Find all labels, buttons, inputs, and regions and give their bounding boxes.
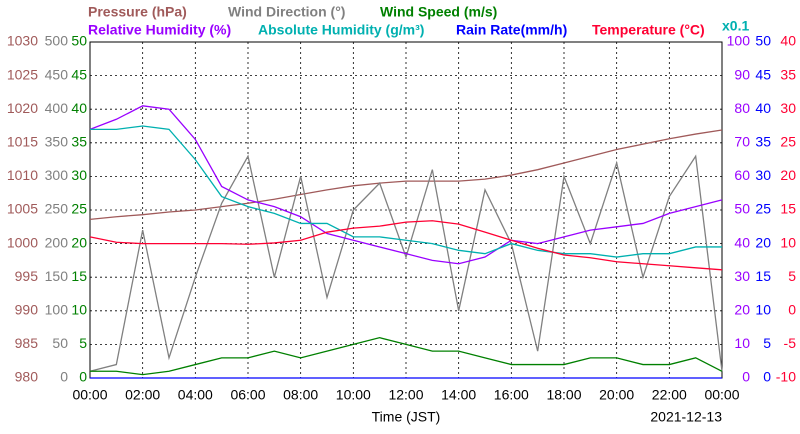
legend-entry: Rain Rate(mm/h) [456,22,567,38]
legend-entry: Temperature (°C) [592,22,705,38]
y-tick-label: 990 [15,302,39,318]
y-tick-label: 500 [45,33,69,49]
y-tick-label: -5 [784,335,797,351]
x-tick-label: 08:00 [283,387,318,403]
y-tick-label: 200 [45,234,69,250]
y-tick-label: 40 [780,33,796,49]
x-tick-label: 16:00 [494,387,529,403]
y-tick-label: 50 [71,33,87,49]
y-tick-label: 40 [755,100,771,116]
x-tick-label: 14:00 [441,387,476,403]
series-line [90,125,722,258]
y-tick-label: 50 [755,33,771,49]
y-tick-label: 50 [52,335,68,351]
legend-entry: Pressure (hPa) [88,4,187,20]
y-tick-label: 0 [60,369,68,385]
y-tick-label: 25 [780,134,796,150]
y-tick-label: 70 [734,134,750,150]
y-tick-label: 20 [755,234,771,250]
y-tick-label: 10 [780,234,796,250]
y-tick-label: 90 [734,66,750,82]
y-tick-label: 80 [734,100,750,116]
y-tick-label: 10 [755,302,771,318]
y-tick-label: 450 [45,66,69,82]
y-tick-label: 350 [45,134,69,150]
y-tick-label: 0 [79,369,87,385]
y-tick-label: 980 [15,369,39,385]
legend-entry: Absolute Humidity (g/m³) [258,22,424,38]
y-tick-label: 995 [15,268,39,284]
x-tick-label: 20:00 [599,387,634,403]
y-tick-label: 10 [71,302,87,318]
y-tick-label: 1015 [7,134,38,150]
y-tick-label: 300 [45,167,69,183]
y-tick-label: 20 [780,167,796,183]
y-tick-label: 35 [71,134,87,150]
y-tick-label: 30 [71,167,87,183]
x-tick-label: 22:00 [652,387,687,403]
y-tick-label: 15 [780,201,796,217]
x-tick-label: 00:00 [72,387,107,403]
legend-entry: Wind Speed (m/s) [380,4,497,20]
series-line [89,129,723,221]
y-tick-label: 50 [734,201,750,217]
y-tick-label: 0 [763,369,771,385]
series-line [89,220,723,271]
y-tick-label: 1030 [7,33,38,49]
y-tick-label: 25 [755,201,771,217]
y-tick-label: 985 [15,335,39,351]
y-tick-label: 20 [71,234,87,250]
series-line [90,337,723,376]
y-tick-label: 40 [734,234,750,250]
x-tick-label: 06:00 [230,387,265,403]
date-label: 2021-12-13 [650,409,722,425]
y-tick-label: 1000 [7,234,38,250]
y-tick-label: 5 [788,268,796,284]
x-tick-label: 00:00 [704,387,739,403]
y-tick-label: 1020 [7,100,38,116]
y-tick-label: 45 [71,66,87,82]
y-tick-label: 1025 [7,66,38,82]
y-tick-label: 5 [763,335,771,351]
x-tick-label: 04:00 [178,387,213,403]
y-tick-label: 30 [780,100,796,116]
y-tick-label: 1005 [7,201,38,217]
y-tick-label: 1010 [7,167,38,183]
legend-entry: Wind Direction (°) [228,4,345,20]
x-tick-label: 02:00 [125,387,160,403]
y-tick-label: 60 [734,167,750,183]
y-tick-label: 0 [788,302,796,318]
y-tick-label: 250 [45,201,69,217]
y-tick-label: 40 [71,100,87,116]
y-tick-label: 15 [755,268,771,284]
y-tick-label: 30 [755,167,771,183]
y-tick-label: 100 [45,302,69,318]
y-tick-label: 35 [780,66,796,82]
y-tick-label: 100 [727,33,751,49]
series-line [89,154,723,372]
y-tick-label: 20 [734,302,750,318]
y-tick-label: 400 [45,100,69,116]
y-tick-label: 10 [734,335,750,351]
y-tick-label: 5 [79,335,87,351]
x-tick-label: 10:00 [336,387,371,403]
y-tick-label: -10 [776,369,796,385]
y-tick-label: 0 [742,369,750,385]
y-tick-label: 25 [71,201,87,217]
y-tick-label: 35 [755,134,771,150]
y-tick-label: 45 [755,66,771,82]
y-tick-label: 15 [71,268,87,284]
y-tick-label: 30 [734,268,750,284]
series-line [89,105,723,265]
x-tick-label: 12:00 [388,387,423,403]
x-axis-label: Time (JST) [372,409,441,425]
scale-note: x0.1 [722,18,749,34]
y-tick-label: 150 [45,268,69,284]
x-tick-label: 18:00 [546,387,581,403]
legend-entry: Relative Humidity (%) [88,22,231,38]
